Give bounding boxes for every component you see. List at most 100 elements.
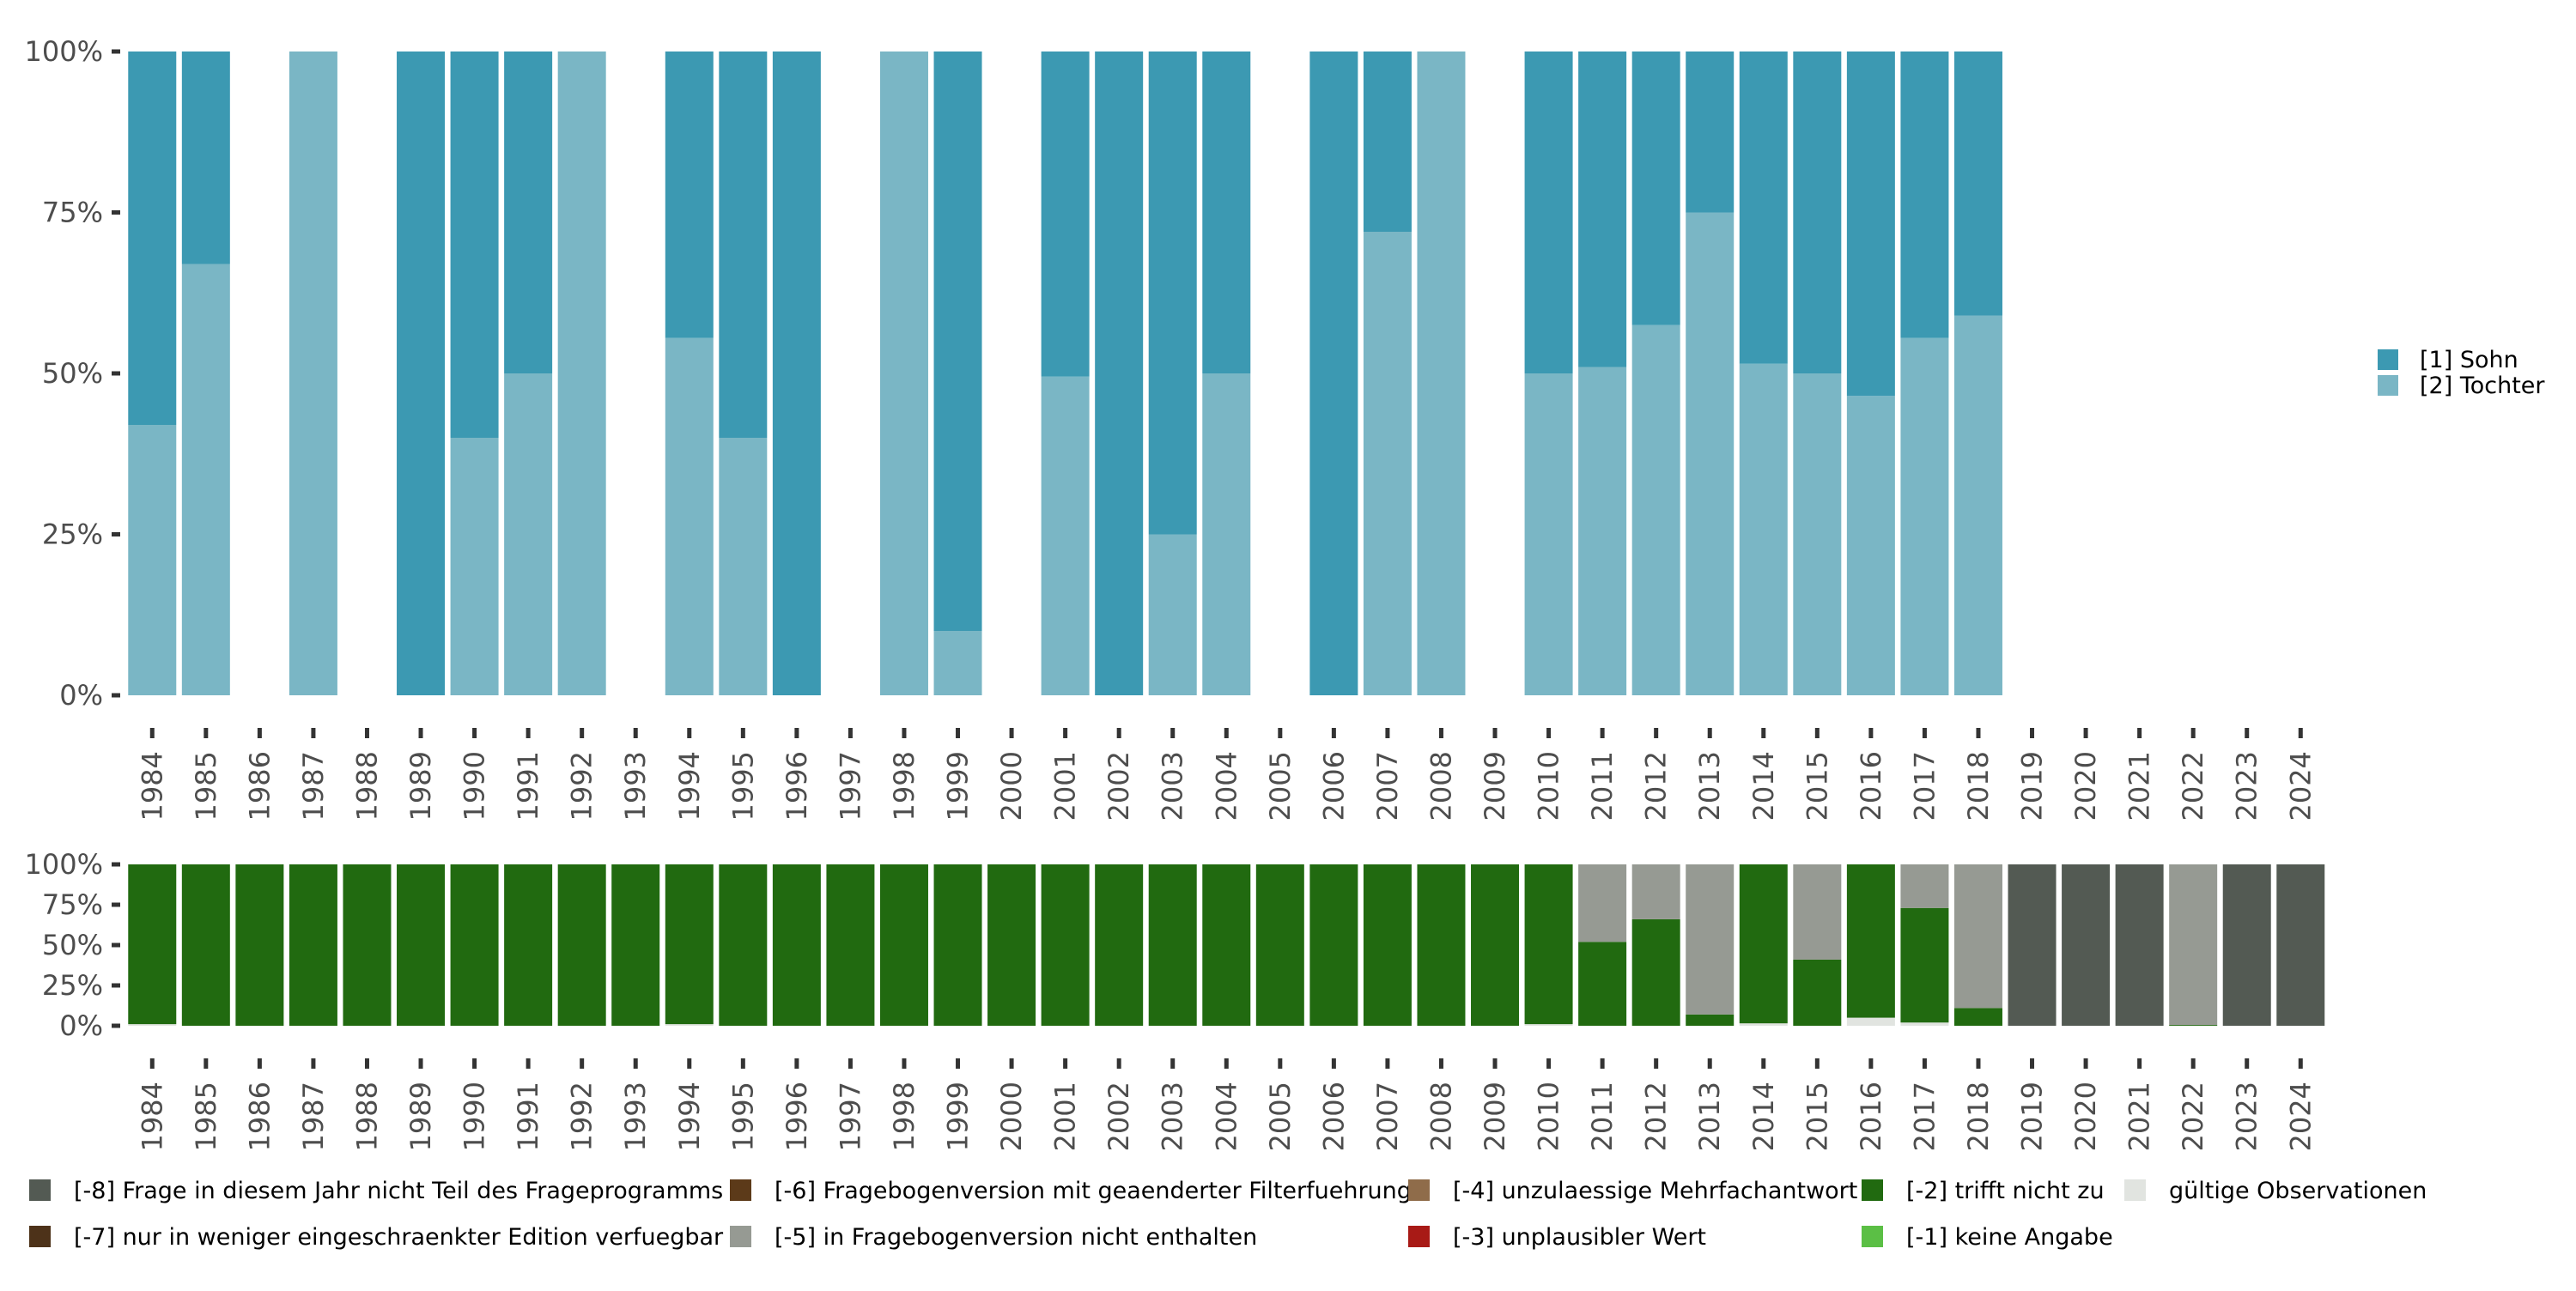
legend-label: [-4] unzulaessige Mehrfachantwort (1453, 1178, 1857, 1204)
bar-segment (1095, 864, 1144, 1026)
bar-segment (987, 864, 1036, 1026)
x-tick-label: 1995 (726, 1082, 759, 1151)
x-tick (902, 1058, 907, 1069)
x-tick-label: 2005 (1264, 751, 1297, 821)
x-tick (2245, 728, 2250, 738)
x-tick (1438, 1058, 1443, 1069)
x-tick-label: 2007 (1371, 751, 1404, 821)
y-tick (112, 902, 120, 907)
x-tick (472, 728, 477, 738)
bar-segment (1739, 1023, 1788, 1026)
y-tick (112, 49, 120, 54)
bar-segment (2062, 864, 2111, 1026)
bar-segment (772, 52, 821, 695)
x-tick (149, 728, 155, 738)
x-tick (2137, 1058, 2142, 1069)
bar-segment (1739, 864, 1788, 1024)
bar-segment (719, 52, 768, 438)
bar-segment (1686, 1014, 1735, 1026)
x-tick (1654, 728, 1659, 738)
bar-segment (665, 1024, 714, 1026)
bar-segment (1578, 942, 1627, 1026)
y-tick-label: 25% (42, 969, 103, 1002)
x-tick-label: 2022 (2177, 1082, 2209, 1151)
x-tick-label: 2008 (1425, 1082, 1457, 1151)
bar-segment (933, 864, 982, 1026)
x-tick (1438, 728, 1443, 738)
bar-segment (1739, 52, 1788, 364)
x-tick-label: 2024 (2284, 1082, 2317, 1151)
x-tick (580, 728, 585, 738)
legend-swatch (2378, 349, 2398, 370)
bar-segment (1202, 373, 1251, 695)
x-tick-label: 2012 (1640, 751, 1673, 821)
x-tick (2190, 728, 2196, 738)
x-tick (2083, 728, 2088, 738)
x-tick (740, 728, 745, 738)
bar-segment (1846, 52, 1895, 397)
x-tick-label: 1997 (834, 1082, 866, 1151)
x-tick-label: 2019 (2016, 751, 2049, 821)
bar-segment (1953, 315, 2002, 695)
bar-segment (1900, 1022, 1949, 1026)
bar-segment (1309, 864, 1358, 1026)
x-tick (1600, 728, 1605, 738)
bar-segment (1148, 534, 1197, 695)
bar-segment (504, 373, 553, 695)
x-tick (418, 1058, 423, 1069)
bar-segment (128, 1024, 177, 1026)
x-tick-label: 2010 (1533, 1082, 1565, 1151)
x-tick-label: 2011 (1586, 1082, 1619, 1151)
legend-swatch (1408, 1226, 1430, 1247)
legend-label: [-5] in Fragebogenversion nicht enthalte… (775, 1224, 1257, 1251)
legend-swatch (29, 1179, 51, 1201)
bar-segment (557, 52, 606, 695)
legend-swatch (730, 1179, 751, 1201)
bar-segment (1686, 52, 1735, 213)
bar-segment (719, 438, 768, 695)
bar-segment (557, 864, 606, 1026)
bar-segment (1471, 864, 1520, 1026)
bar-segment (343, 864, 392, 1026)
x-tick-label: 1992 (566, 751, 598, 821)
bar-segment (1524, 373, 1573, 695)
x-tick (633, 728, 638, 738)
bar-segment (1148, 52, 1197, 535)
bar-segment (1686, 212, 1735, 695)
bar-segment (1202, 864, 1251, 1026)
legend-swatch (1408, 1179, 1430, 1201)
x-tick-label: 2009 (1479, 751, 1511, 821)
bar-segment (611, 864, 660, 1026)
y-tick (112, 210, 120, 215)
x-tick-label: 2003 (1157, 1082, 1189, 1151)
x-tick (956, 728, 961, 738)
x-tick-label: 2007 (1371, 1082, 1404, 1151)
bar-segment (772, 864, 821, 1026)
bar-segment (933, 52, 982, 631)
y-tick (112, 983, 120, 988)
x-tick (364, 728, 369, 738)
legend-label: [-6] Fragebogenversion mit geaenderter F… (775, 1178, 1412, 1204)
x-tick (2298, 728, 2303, 738)
x-tick (1116, 1058, 1121, 1069)
x-tick (687, 728, 692, 738)
bar-segment (1095, 52, 1144, 695)
x-tick (1170, 1058, 1176, 1069)
x-tick-label: 2000 (995, 1082, 1028, 1151)
y-tick-label: 0% (59, 1009, 103, 1042)
bar-segment (1631, 918, 1680, 1026)
bar-segment (181, 52, 230, 264)
bar-segment (289, 864, 337, 1026)
x-tick-label: 2001 (1049, 1082, 1082, 1151)
x-tick-label: 2013 (1693, 1082, 1726, 1151)
x-tick-label: 1986 (243, 1082, 276, 1151)
x-tick (1385, 728, 1390, 738)
y-tick-label: 50% (42, 357, 103, 390)
bar-segment (1309, 52, 1358, 695)
x-tick-label: 2004 (1210, 751, 1242, 821)
x-tick-label: 2019 (2016, 1082, 2049, 1151)
legend-swatch (2124, 1179, 2146, 1201)
x-tick (1331, 728, 1336, 738)
bar-segment (1578, 367, 1627, 695)
x-tick-label: 2010 (1533, 751, 1565, 821)
